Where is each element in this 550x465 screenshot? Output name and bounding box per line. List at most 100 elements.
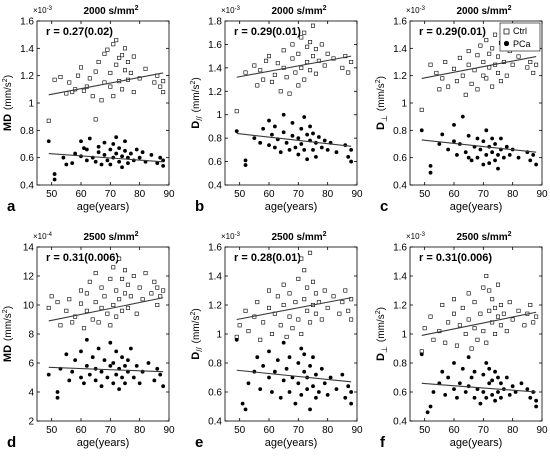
ctrl-point bbox=[516, 54, 521, 59]
y-label-unit-sup: 2 bbox=[190, 312, 197, 316]
pca-point bbox=[308, 124, 312, 129]
x-tick-label: 70 bbox=[293, 425, 305, 436]
y-axis-label: MD (mm/s2) bbox=[2, 306, 14, 362]
ctrl-point bbox=[266, 305, 271, 310]
panel-title-text: 2500 s/mm bbox=[456, 232, 507, 243]
pca-point bbox=[117, 387, 122, 391]
pca-point bbox=[325, 147, 330, 152]
pca-point bbox=[531, 153, 536, 157]
pca-point bbox=[322, 381, 327, 386]
pca-point bbox=[108, 162, 113, 167]
x-tick-label: 50 bbox=[419, 425, 431, 436]
ctrl-point bbox=[349, 297, 354, 302]
ctrl-point bbox=[137, 285, 142, 290]
y-label-unit-tail: ) bbox=[376, 76, 387, 79]
y-tick-label: 1.4 bbox=[393, 272, 407, 283]
ctrl-point bbox=[481, 329, 486, 334]
correlation-annotation: r = 0.31(0.006) bbox=[46, 252, 119, 264]
ctrl-point bbox=[117, 55, 122, 60]
ctrl-point bbox=[510, 317, 515, 322]
pca-point bbox=[82, 146, 86, 151]
y-tick-label: 4 bbox=[28, 388, 34, 399]
ctrl-point bbox=[313, 311, 318, 316]
y-tick-label: 1.6 bbox=[20, 17, 34, 28]
y-label-unit-sup: 2 bbox=[375, 310, 382, 314]
ctrl-point bbox=[79, 288, 84, 293]
pca-point bbox=[102, 358, 107, 362]
y-tick-label: 8 bbox=[28, 330, 34, 341]
pca-point bbox=[134, 147, 139, 152]
pca-point bbox=[452, 387, 456, 391]
ctrl-point bbox=[484, 38, 489, 43]
legend-ctrl-marker bbox=[503, 28, 510, 35]
pca-point bbox=[234, 129, 239, 134]
ctrl-point bbox=[472, 300, 477, 305]
ctrl-point bbox=[266, 54, 271, 59]
ctrl-point bbox=[49, 294, 54, 299]
pca-point bbox=[472, 369, 477, 374]
pca-point bbox=[79, 349, 83, 354]
ctrl-point bbox=[155, 302, 160, 307]
pca-point bbox=[504, 375, 509, 380]
ctrl-point bbox=[264, 58, 269, 63]
pca-point bbox=[272, 369, 277, 374]
ctrl-point bbox=[437, 87, 442, 92]
pca-point bbox=[507, 153, 512, 157]
pca-point bbox=[79, 139, 83, 144]
ctrl-point bbox=[84, 291, 89, 296]
pca-point bbox=[510, 384, 515, 389]
pca-point bbox=[128, 346, 133, 351]
y-tick-label: 1.6 bbox=[208, 40, 222, 51]
ctrl-point bbox=[331, 56, 336, 61]
pca-point bbox=[120, 355, 124, 360]
ctrl-point bbox=[287, 314, 292, 319]
pca-point bbox=[296, 152, 301, 157]
ctrl-point bbox=[299, 65, 304, 70]
pca-point bbox=[466, 155, 471, 160]
ctrl-point bbox=[275, 294, 280, 299]
y-tick-label: 12 bbox=[23, 272, 35, 283]
pca-point bbox=[466, 133, 471, 138]
pca-point bbox=[302, 352, 307, 357]
pca-point bbox=[319, 145, 324, 150]
ctrl-point bbox=[475, 87, 480, 92]
pca-point bbox=[296, 361, 301, 365]
ctrl-point bbox=[102, 51, 107, 56]
ctrl-point bbox=[313, 47, 318, 52]
ctrl-point bbox=[79, 65, 84, 70]
panel-title-sup: 2 bbox=[323, 5, 327, 12]
ctrl-point bbox=[55, 300, 60, 305]
ctrl-point bbox=[305, 44, 310, 49]
pca-point bbox=[146, 361, 151, 365]
pca-point bbox=[490, 136, 495, 141]
y-tick-label: 1 bbox=[401, 99, 407, 110]
exponent-power: -3 bbox=[235, 6, 241, 12]
correlation-annotation: r = 0.29(0.01) bbox=[234, 26, 301, 38]
fit-line-pca bbox=[421, 139, 537, 153]
pca-point bbox=[52, 177, 57, 182]
ctrl-point bbox=[299, 331, 304, 336]
y-axis-label: D// (mm/s2) bbox=[190, 308, 204, 359]
ctrl-point bbox=[114, 62, 119, 67]
series-ctrl bbox=[234, 250, 354, 342]
ctrl-point bbox=[237, 323, 242, 328]
y-label-main: D bbox=[375, 353, 387, 361]
exponent-prefix: ×10 bbox=[33, 6, 47, 15]
y-tick-label: 1.6 bbox=[393, 17, 407, 28]
pca-point bbox=[131, 375, 136, 380]
y-tick-label: 1.2 bbox=[208, 301, 222, 312]
pca-point bbox=[102, 153, 107, 157]
y-tick-label: 1 bbox=[28, 99, 34, 110]
series-pca bbox=[234, 112, 354, 167]
ctrl-point bbox=[446, 320, 451, 325]
ctrl-point bbox=[454, 79, 459, 84]
ctrl-point bbox=[469, 81, 474, 86]
ctrl-point bbox=[534, 62, 539, 67]
pca-point bbox=[296, 136, 301, 141]
series-ctrl bbox=[419, 32, 539, 112]
ctrl-point bbox=[290, 56, 295, 61]
pca-point bbox=[275, 358, 280, 362]
pca-point bbox=[460, 114, 465, 119]
ctrl-point bbox=[469, 346, 474, 351]
pca-point bbox=[114, 349, 119, 354]
